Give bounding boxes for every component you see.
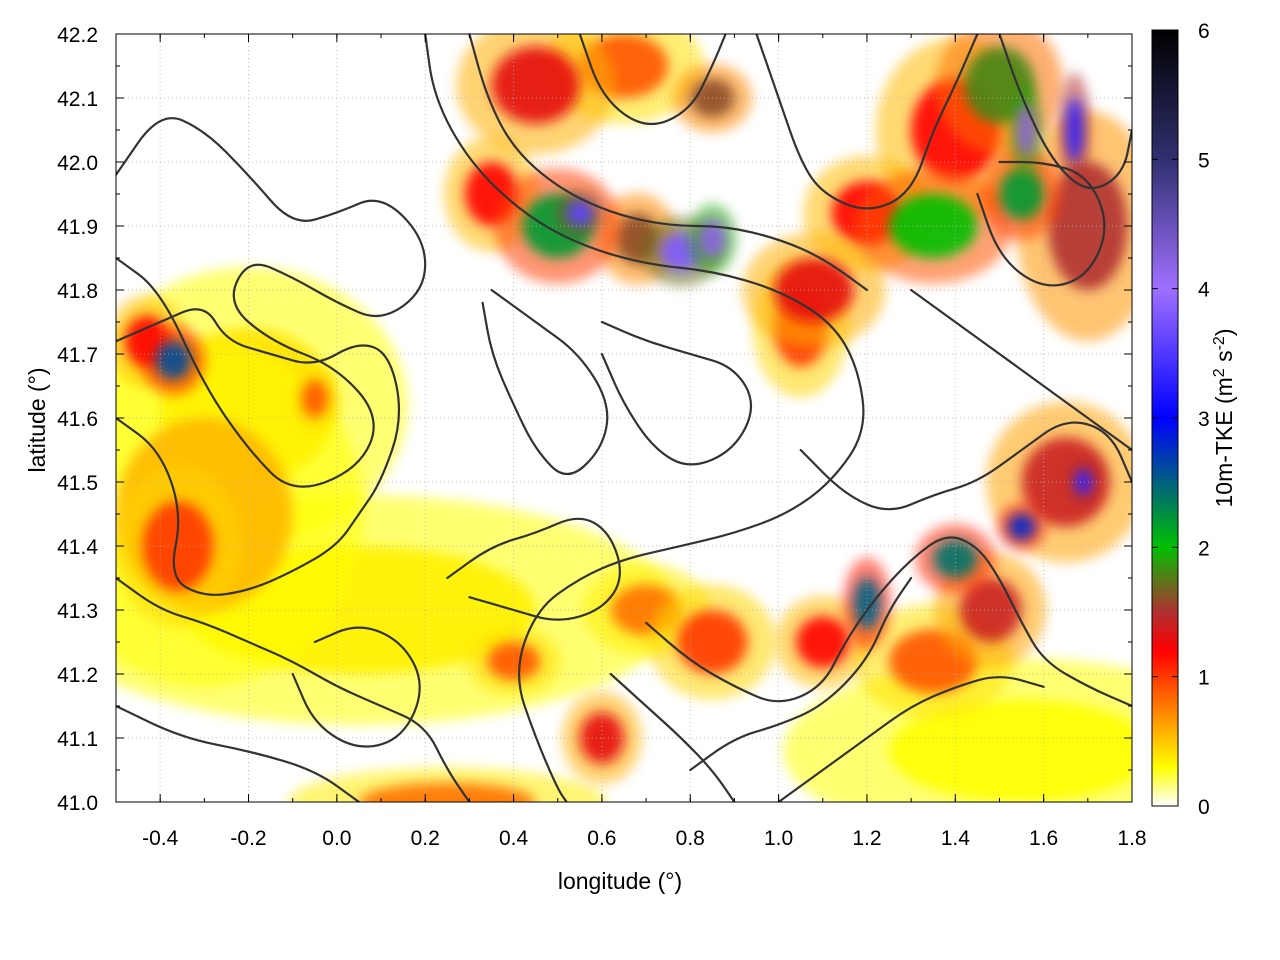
tke-hotspot xyxy=(142,501,214,591)
y-tick-label: 41.8 xyxy=(57,280,98,303)
colorbar-tick-label: 5 xyxy=(1198,149,1210,172)
tke-hotspot xyxy=(566,200,594,226)
tke-hotspot xyxy=(155,341,192,380)
y-tick-label: 41.5 xyxy=(57,472,98,495)
tke-hotspot xyxy=(959,578,1022,642)
tke-hotspot xyxy=(491,46,580,124)
contour-line xyxy=(116,704,361,802)
y-tick-label: 41.7 xyxy=(57,344,98,367)
tke-hotspot xyxy=(1074,469,1093,495)
y-tick-label: 42.0 xyxy=(57,152,98,175)
tke-hotspot xyxy=(1065,98,1084,162)
tke-hotspot xyxy=(359,782,536,802)
x-axis-title: longitude (°) xyxy=(558,868,682,894)
tke-hotspot xyxy=(1017,104,1035,156)
colorbar-tick-label: 2 xyxy=(1198,537,1210,560)
y-tick-label: 41.3 xyxy=(57,600,98,623)
y-tick-label: 41.9 xyxy=(57,216,98,239)
colorbar-tick-label: 4 xyxy=(1198,279,1210,302)
contour-line xyxy=(481,288,609,476)
tke-hotspot xyxy=(774,258,854,322)
x-tick-label: 0.2 xyxy=(411,827,440,850)
colorbar-axis: 0 1 2 3 4 5 6 xyxy=(1152,20,1210,819)
colorbar-tick-label: 1 xyxy=(1198,667,1210,690)
tke-hotspot xyxy=(853,578,881,630)
y-tick-label: 41.4 xyxy=(57,536,98,559)
x-tick-label: 1.2 xyxy=(852,827,881,850)
y-tick-label: 42.2 xyxy=(57,24,98,47)
contour-line xyxy=(116,117,427,488)
tke-field xyxy=(116,34,1132,802)
contour-line xyxy=(578,34,727,126)
x-tick-label: -0.2 xyxy=(230,827,266,850)
contour-line xyxy=(446,517,621,621)
y-tick-label: 42.1 xyxy=(57,88,98,111)
contour-line xyxy=(609,672,736,802)
contour-line xyxy=(116,308,401,596)
y-tick-label: 41.1 xyxy=(57,728,98,751)
tke-hotspot xyxy=(1048,162,1128,290)
terrain-contours xyxy=(116,34,1132,802)
contour-line xyxy=(689,576,913,772)
contour-line xyxy=(291,626,421,748)
x-tick-label: 0.0 xyxy=(322,827,351,850)
tke-hotspot xyxy=(487,642,541,681)
tke-hotspot xyxy=(999,168,1044,220)
contour-line xyxy=(976,160,1106,287)
tke-hotspot xyxy=(889,699,1132,802)
y-tick-label: 41.6 xyxy=(57,408,98,431)
grid xyxy=(116,34,1132,802)
contour-line xyxy=(468,34,869,292)
contour-line xyxy=(755,34,979,210)
y-tick-label: 41.0 xyxy=(57,792,98,815)
x-tick-label: -0.4 xyxy=(142,827,179,850)
tke-hotspot xyxy=(301,379,329,418)
x-tick-label: 1.6 xyxy=(1029,827,1058,850)
contour-line xyxy=(777,676,1045,802)
x-axis: -0.4 -0.2 0.0 0.2 0.4 0.6 0.8 1.0 1.2 1.4 1.6 1.8 xyxy=(115,34,1147,850)
colorbar-tick-label: 0 xyxy=(1198,796,1210,819)
contour-line xyxy=(600,320,753,466)
contour-line xyxy=(645,536,1132,708)
x-tick-label: 0.4 xyxy=(499,827,529,850)
y-axis: 41.0 41.1 41.2 41.3 41.4 41.5 41.6 41.7 41.8 41.9… xyxy=(57,24,1132,815)
contour-line xyxy=(799,421,1132,511)
contour-line xyxy=(998,34,1132,190)
tke-hotspot xyxy=(796,616,850,668)
colorbar-tick-label: 3 xyxy=(1198,408,1210,431)
contour-line xyxy=(910,288,1132,452)
tke-hotspot xyxy=(699,219,726,258)
y-axis-title: latitude (°) xyxy=(24,367,50,472)
y-tick-label: 41.2 xyxy=(57,664,98,687)
x-tick-label: 1.8 xyxy=(1117,827,1146,850)
tke-hotspot xyxy=(1008,514,1035,540)
colorbar-tick-label: 6 xyxy=(1198,20,1210,43)
x-tick-label: 0.8 xyxy=(676,827,705,850)
tke-hotspot xyxy=(677,610,748,674)
contour-line xyxy=(116,576,471,802)
x-tick-label: 1.0 xyxy=(764,827,793,850)
colorbar-title: 10m-TKE (m2 s-2) xyxy=(1211,328,1238,507)
x-tick-label: 1.4 xyxy=(941,827,971,850)
tke-hotspot xyxy=(1021,437,1110,527)
x-tick-label: 0.6 xyxy=(587,827,616,850)
